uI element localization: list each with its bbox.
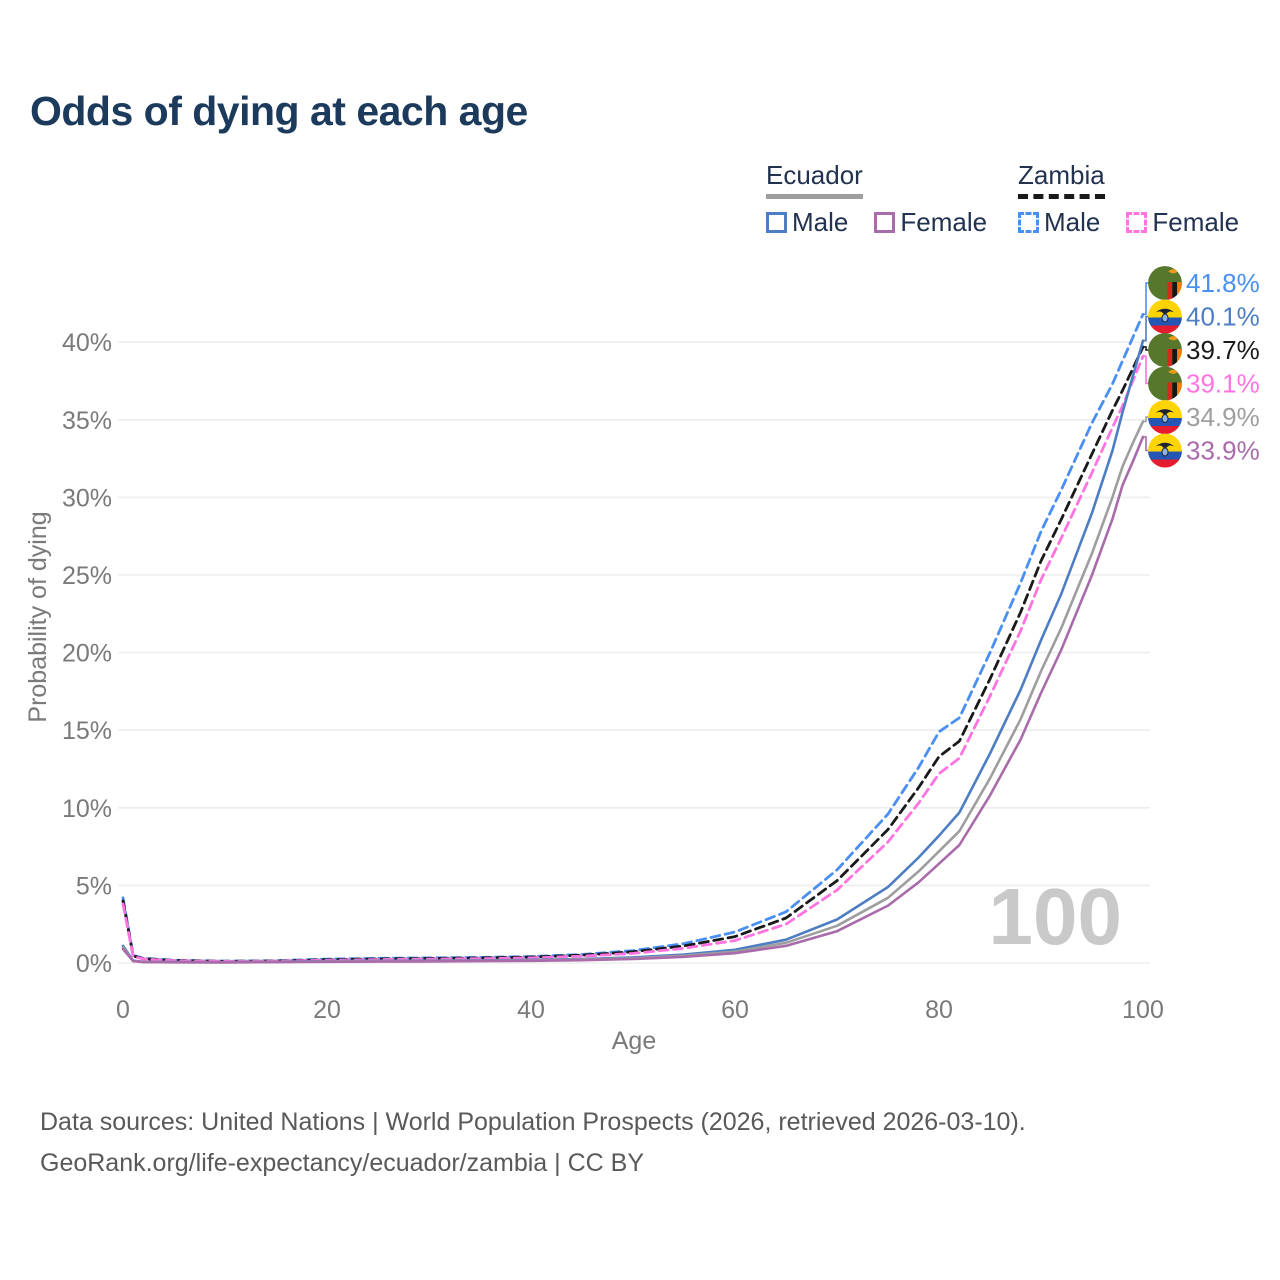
y-tick-label: 20% xyxy=(62,640,112,668)
age-watermark: 100 xyxy=(989,872,1122,961)
ecuador-male-label: Male xyxy=(792,207,849,237)
legend-item-ecuador-male[interactable]: Male xyxy=(766,207,848,238)
y-tick-label: 15% xyxy=(62,717,112,745)
footer-attribution-link[interactable]: GeoRank.org/life-expectancy/ecuador/zamb… xyxy=(40,1149,645,1177)
zambia-female-label: Female xyxy=(1152,207,1240,237)
annotation-value-label[interactable]: 34.9% xyxy=(1186,402,1260,432)
x-tick-label: 40 xyxy=(517,996,545,1024)
legend-item-zambia-female[interactable]: Female xyxy=(1126,207,1239,238)
y-tick-label: 0% xyxy=(76,950,112,978)
y-tick-label: 30% xyxy=(62,484,112,512)
ecuador-female-label: Female xyxy=(900,207,988,237)
legend-header-ecuador[interactable]: Ecuador xyxy=(766,160,863,199)
legend-item-ecuador-female[interactable]: Female xyxy=(874,207,987,238)
legend-country-zambia-label: Zambia xyxy=(1018,160,1105,190)
zambia-flag-icon xyxy=(1148,367,1182,402)
page-title: Odds of dying at each age xyxy=(30,88,528,134)
ecuador-flag-icon xyxy=(1148,434,1182,469)
y-tick-label: 25% xyxy=(62,562,112,590)
x-tick-label: 60 xyxy=(721,996,749,1024)
x-axis-label: Age xyxy=(612,1027,656,1055)
zambia-dashed-line-swatch xyxy=(1018,194,1105,199)
ecuador-flag-icon xyxy=(1148,300,1182,335)
x-tick-label: 0 xyxy=(116,996,130,1024)
legend-group-ecuador: Ecuador Male Female xyxy=(766,160,987,238)
series-line-zambia-female[interactable] xyxy=(121,354,1145,963)
ecuador-solid-line-swatch xyxy=(766,194,863,199)
y-tick-label: 10% xyxy=(62,795,112,823)
zambia-female-swatch xyxy=(1126,212,1148,233)
y-axis-label: Probability of dying xyxy=(24,511,52,722)
annotation-value-label[interactable]: 33.9% xyxy=(1186,436,1260,466)
legend-item-zambia-male[interactable]: Male xyxy=(1018,207,1100,238)
annotation-value-label[interactable]: 39.1% xyxy=(1186,369,1260,399)
ecuador-male-swatch xyxy=(766,212,787,233)
zambia-flag-icon xyxy=(1148,333,1182,368)
annotation-value-label[interactable]: 40.1% xyxy=(1186,302,1260,332)
legend-group-zambia: Zambia Male Female xyxy=(1018,160,1239,238)
ecuador-female-swatch xyxy=(874,212,896,233)
chart-legend: Ecuador Male Female Zambia xyxy=(0,160,1280,250)
ecuador-flag-icon xyxy=(1148,400,1182,435)
series-line-zambia-male[interactable] xyxy=(121,312,1145,963)
x-tick-label: 80 xyxy=(925,996,953,1024)
annotation-value-label[interactable]: 41.8% xyxy=(1186,268,1260,298)
footer-data-sources: Data sources: United Nations | World Pop… xyxy=(40,1108,1026,1136)
zambia-flag-icon xyxy=(1148,266,1182,301)
zambia-male-swatch xyxy=(1018,212,1039,233)
legend-header-zambia[interactable]: Zambia xyxy=(1018,160,1105,199)
series-line-ecuador-female[interactable] xyxy=(121,435,1145,964)
y-tick-label: 35% xyxy=(62,407,112,435)
zambia-male-label: Male xyxy=(1044,207,1101,237)
x-tick-label: 20 xyxy=(313,996,341,1024)
x-tick-label: 100 xyxy=(1122,996,1164,1024)
annotation-value-label[interactable]: 39.7% xyxy=(1186,335,1260,365)
y-tick-label: 40% xyxy=(62,329,112,357)
legend-country-ecuador-label: Ecuador xyxy=(766,160,863,190)
y-tick-label: 5% xyxy=(76,872,112,900)
